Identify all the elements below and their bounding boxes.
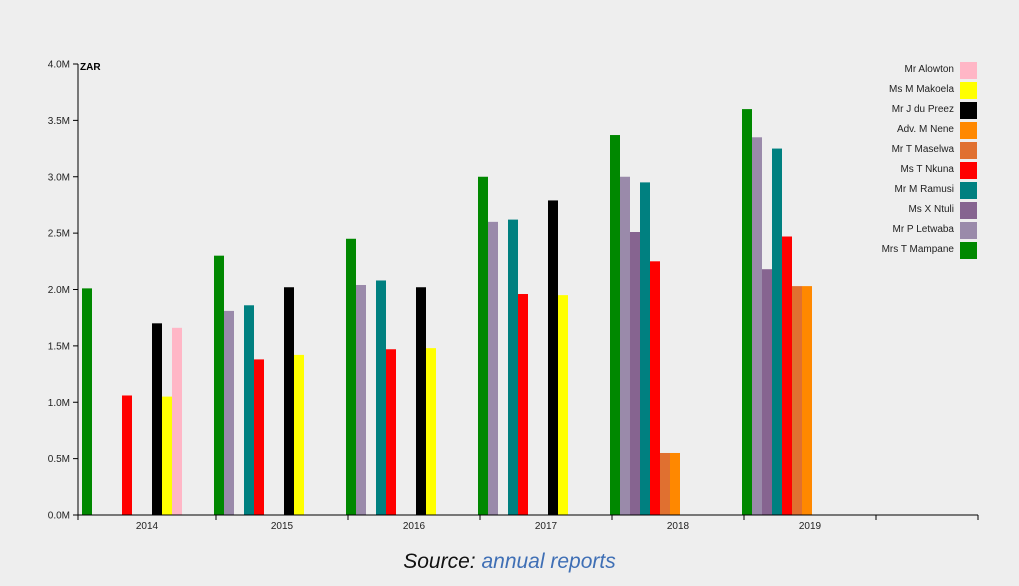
x-tick-label: 2019 [799,521,822,532]
bar-4-3 [640,182,650,515]
x-tick-label: 2015 [271,521,294,532]
x-tick-label: 2017 [535,521,558,532]
bar-5-4 [782,236,792,515]
legend-item[interactable]: Mr Alowton [905,62,977,79]
legend-item[interactable]: Mr M Ramusi [895,182,977,199]
legend-swatch [960,102,977,119]
y-tick-label: 4.0M [48,60,70,71]
legend: Mr Alowton Ms M Makoela Mr J du Preez Adv. … [882,62,977,259]
y-tick-label: 1.0M [48,398,70,409]
bar-0-4 [122,395,132,515]
bar-0-7 [152,323,162,515]
y-axis: 0.0M 0.5M 1.0M 1.5M 2.0M 2.5M 3.0M 3.5M 4.0M [48,60,79,522]
bar-1-7 [284,287,294,515]
bar-5-0 [742,109,752,515]
y-tick-label: 0.0M [48,511,70,522]
y-tick-label: 0.5M [48,454,70,465]
bar-4-5 [660,452,670,515]
y-tick-label: 2.5M [48,229,70,240]
source-prefix: Source: [403,550,476,573]
y-tick-label: 2.0M [48,285,70,296]
legend-swatch [960,162,977,179]
legend-label: Mrs T Mampane [882,244,955,255]
bar-0-9 [172,327,182,515]
y-tick-label: 1.5M [48,341,70,352]
legend-swatch [960,122,977,139]
bar-5-2 [762,269,772,515]
bar-1-3 [244,305,254,515]
bar-5-3 [772,148,782,515]
bar-5-1 [752,137,762,515]
y-tick-label: 3.5M [48,116,70,127]
y-unit-label: ZAR [80,62,101,73]
bar-1-8 [294,354,304,515]
legend-label: Mr P Letwaba [892,224,954,235]
x-tick-label: 2018 [667,521,690,532]
x-axis: 2014 2015 2016 2017 2018 2019 [77,514,979,532]
legend-item[interactable]: Mr T Maselwa [892,142,977,159]
legend-item[interactable]: Mrs T Mampane [882,242,977,259]
bar-4-4 [650,261,660,515]
bar-1-1 [224,310,234,515]
bar-5-6 [802,286,812,515]
legend-swatch [960,242,977,259]
legend-label: Ms M Makoela [889,84,954,95]
bar-0-8 [162,396,172,515]
bar-3-3 [508,219,518,515]
legend-swatch [960,142,977,159]
legend-item[interactable]: Mr J du Preez [892,102,977,119]
source-caption: Source: annual reports [0,550,1019,574]
bar-3-4 [518,294,528,515]
legend-item[interactable]: Mr P Letwaba [892,222,977,239]
bar-2-8 [426,348,436,515]
bar-2-1 [356,284,366,515]
legend-swatch [960,222,977,239]
legend-label: Ms X Ntuli [908,204,954,215]
source-link[interactable]: annual reports [481,550,616,573]
x-tick-label: 2016 [403,521,426,532]
bar-1-4 [254,359,264,515]
legend-label: Mr J du Preez [892,104,954,115]
bar-3-7 [548,200,558,516]
bar-chart: ZAR 0.0M 0.5M 1.0M 1.5M 2.0M 2.5M 3.0M 3.5M 4.0M… [48,60,979,532]
bar-4-1 [620,176,630,515]
bar-2-0 [346,238,356,515]
y-tick-label: 3.0M [48,172,70,183]
legend-item[interactable]: Ms M Makoela [889,82,977,99]
legend-item[interactable]: Ms X Ntuli [908,202,977,219]
bar-3-8 [558,295,568,515]
bar-4-6 [670,452,680,515]
legend-label: Ms T Nkuna [900,164,954,175]
legend-item[interactable]: Adv. M Nene [897,122,977,139]
legend-item[interactable]: Ms T Nkuna [900,162,977,179]
bar-0-0 [82,288,92,515]
x-tick-label: 2014 [136,521,159,532]
bar-2-4 [386,349,396,515]
legend-swatch [960,62,977,79]
bars-group [82,109,812,516]
legend-label: Mr Alowton [905,64,954,75]
bar-2-7 [416,287,426,515]
legend-label: Adv. M Nene [897,124,954,135]
legend-label: Mr M Ramusi [895,184,954,195]
bar-4-0 [610,135,620,515]
legend-swatch [960,182,977,199]
legend-swatch [960,202,977,219]
bar-3-1 [488,221,498,515]
bar-4-2 [630,231,640,515]
legend-label: Mr T Maselwa [892,144,955,155]
legend-swatch [960,82,977,99]
bar-2-3 [376,280,386,515]
bar-1-0 [214,255,224,516]
bar-5-5 [792,286,802,515]
bar-3-0 [478,176,488,515]
